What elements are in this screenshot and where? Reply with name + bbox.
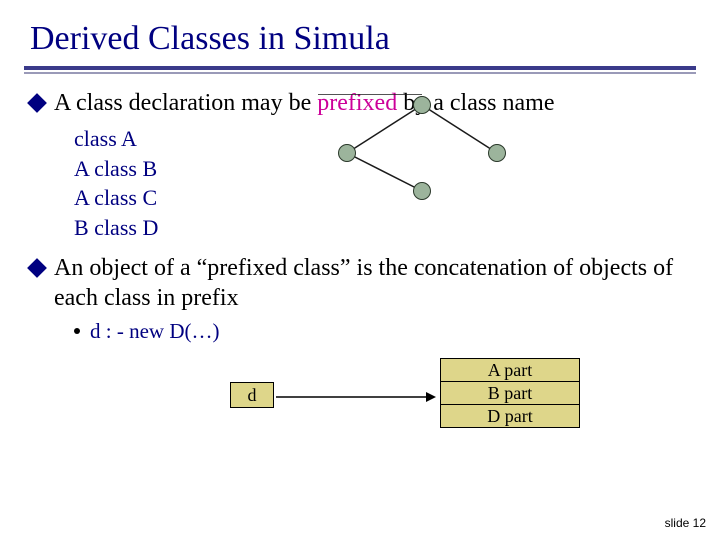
part-d: D part: [441, 405, 579, 427]
class-list: class A A class B A class C B class D: [74, 124, 158, 243]
part-b: B part: [441, 382, 579, 405]
arrow-icon: [276, 390, 436, 404]
class-line: A class C: [74, 183, 158, 213]
slide-title: Derived Classes in Simula: [0, 0, 720, 66]
diamond-bullet-icon: [27, 258, 47, 278]
sub-bullet: d : - new D(…): [74, 319, 690, 344]
class-line: A class B: [74, 154, 158, 184]
d-box: d: [230, 382, 274, 408]
dot-bullet-icon: [74, 328, 80, 334]
bullet-1-pre: A class declaration may be: [54, 90, 317, 116]
bullet-2: An object of a “prefixed class” is the c…: [30, 253, 690, 313]
part-a: A part: [441, 359, 579, 382]
diamond-bullet-icon: [27, 93, 47, 113]
slide-number: slide 12: [665, 516, 706, 530]
content-area: A class declaration may be prefixed by a…: [0, 70, 720, 444]
tree-edge: [347, 153, 422, 191]
class-line: B class D: [74, 213, 158, 243]
classes-and-tree: class A A class B A class C B class D: [74, 124, 690, 243]
class-line: class A: [74, 124, 158, 154]
sub-bullet-text: d : - new D(…): [90, 319, 219, 344]
object-diagram: d A part B part D part: [190, 354, 690, 444]
inheritance-tree: [318, 94, 538, 204]
tree-edge: [422, 105, 497, 153]
bullet-2-text: An object of a “prefixed class” is the c…: [54, 253, 690, 313]
title-rule: [24, 66, 696, 70]
tree-edge: [347, 105, 422, 153]
parts-box: A part B part D part: [440, 358, 580, 428]
